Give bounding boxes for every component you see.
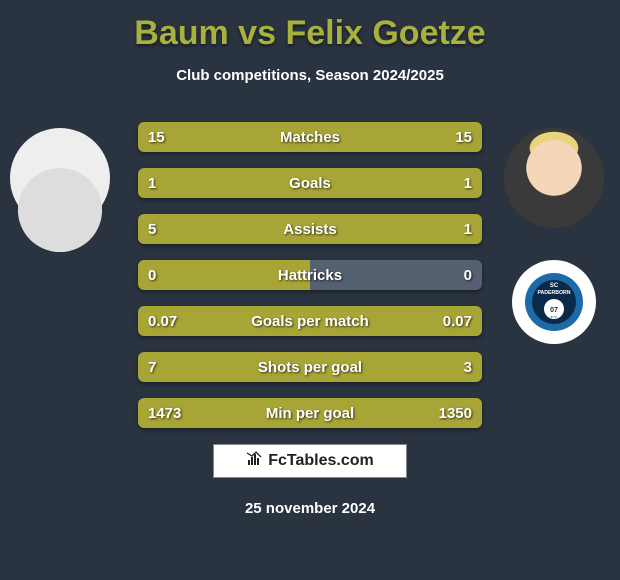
- avatar-face-icon: [504, 128, 604, 228]
- stat-row: 0.070.07Goals per match: [138, 306, 482, 336]
- player-right-club-logo: SC PADERBORN 07 e.V.: [512, 260, 596, 344]
- brand-chart-icon: [246, 451, 262, 472]
- date-text: 25 november 2024: [0, 500, 620, 517]
- stat-label: Shots per goal: [138, 352, 482, 382]
- stat-row: 11Goals: [138, 168, 482, 198]
- stat-label: Matches: [138, 122, 482, 152]
- svg-text:e.V.: e.V.: [551, 314, 558, 319]
- brand-box[interactable]: FcTables.com: [213, 444, 407, 478]
- stat-row: 14731350Min per goal: [138, 398, 482, 428]
- stat-row: 1515Matches: [138, 122, 482, 152]
- brand-text: FcTables.com: [268, 452, 374, 470]
- player-right-avatar: [504, 128, 604, 228]
- stat-label: Goals: [138, 168, 482, 198]
- stat-row: 00Hattricks: [138, 260, 482, 290]
- club-placeholder-icon: [18, 168, 102, 252]
- stat-label: Goals per match: [138, 306, 482, 336]
- svg-text:SC: SC: [550, 283, 559, 289]
- subtitle: Club competitions, Season 2024/2025: [0, 67, 620, 84]
- stat-label: Assists: [138, 214, 482, 244]
- stats-bars: 1515Matches 11Goals 51Assists 00Hattricks 0.…: [138, 122, 482, 444]
- stat-row: 73Shots per goal: [138, 352, 482, 382]
- player-left-club-logo: [18, 168, 102, 252]
- paderborn-logo-icon: SC PADERBORN 07 e.V.: [524, 272, 584, 332]
- page-title: Baum vs Felix Goetze: [0, 0, 620, 53]
- svg-text:PADERBORN: PADERBORN: [537, 290, 570, 296]
- stat-label: Min per goal: [138, 398, 482, 428]
- svg-text:07: 07: [550, 307, 558, 314]
- stat-row: 51Assists: [138, 214, 482, 244]
- stat-label: Hattricks: [138, 260, 482, 290]
